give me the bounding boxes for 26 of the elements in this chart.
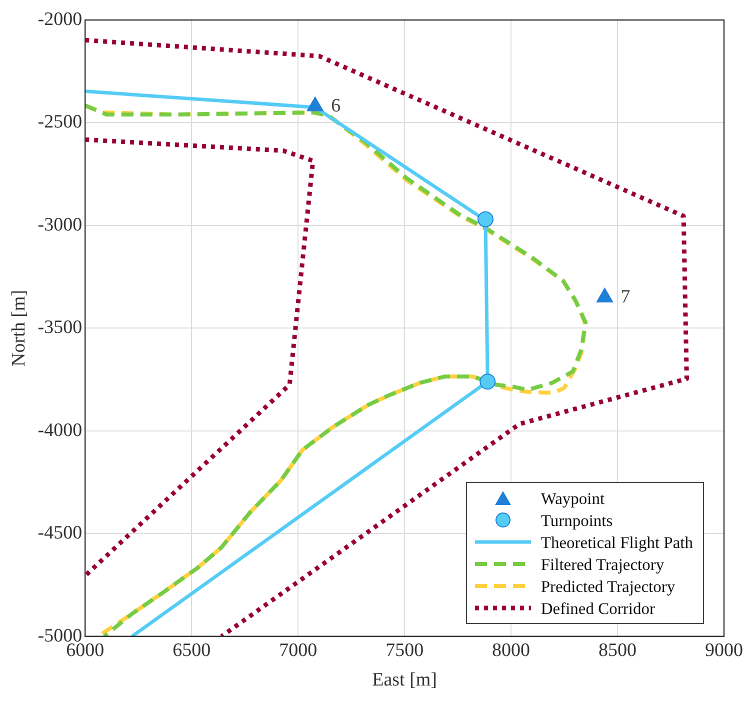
x-tick-label: 7500: [386, 640, 424, 661]
legend-label: Waypoint: [540, 488, 605, 509]
y-tick-label: -3500: [38, 317, 82, 338]
y-tick-label: -2000: [38, 8, 82, 30]
point: [477, 211, 494, 228]
x-tick-label: 9000: [705, 640, 743, 661]
x-tick-label: 7000: [279, 640, 318, 661]
legend-label: Defined Corridor: [540, 598, 655, 619]
legend-label: Filtered Trajectory: [540, 554, 664, 575]
y-tick-label: -3000: [38, 214, 82, 236]
y-tick-label: -4500: [38, 522, 82, 544]
annotation: 7: [620, 286, 630, 308]
x-axis-title: East [m]: [372, 670, 438, 691]
x-tick-label: 6500: [172, 640, 211, 661]
line-series: [85, 137, 316, 578]
point: [306, 96, 324, 112]
point: [480, 374, 496, 390]
legend-label: Theoretical Flight Path: [540, 532, 693, 553]
legend-label: Predicted Trajectory: [540, 576, 676, 597]
legend-label: Turnpoints: [540, 510, 613, 531]
y-tick-label: -2500: [38, 112, 82, 133]
x-tick-label: 8000: [492, 640, 530, 661]
y-tick-label: -4000: [38, 420, 82, 441]
y-axis-title: North [m]: [8, 290, 30, 366]
x-tick-label: 8500: [598, 640, 637, 661]
annotation: 6: [331, 95, 341, 116]
